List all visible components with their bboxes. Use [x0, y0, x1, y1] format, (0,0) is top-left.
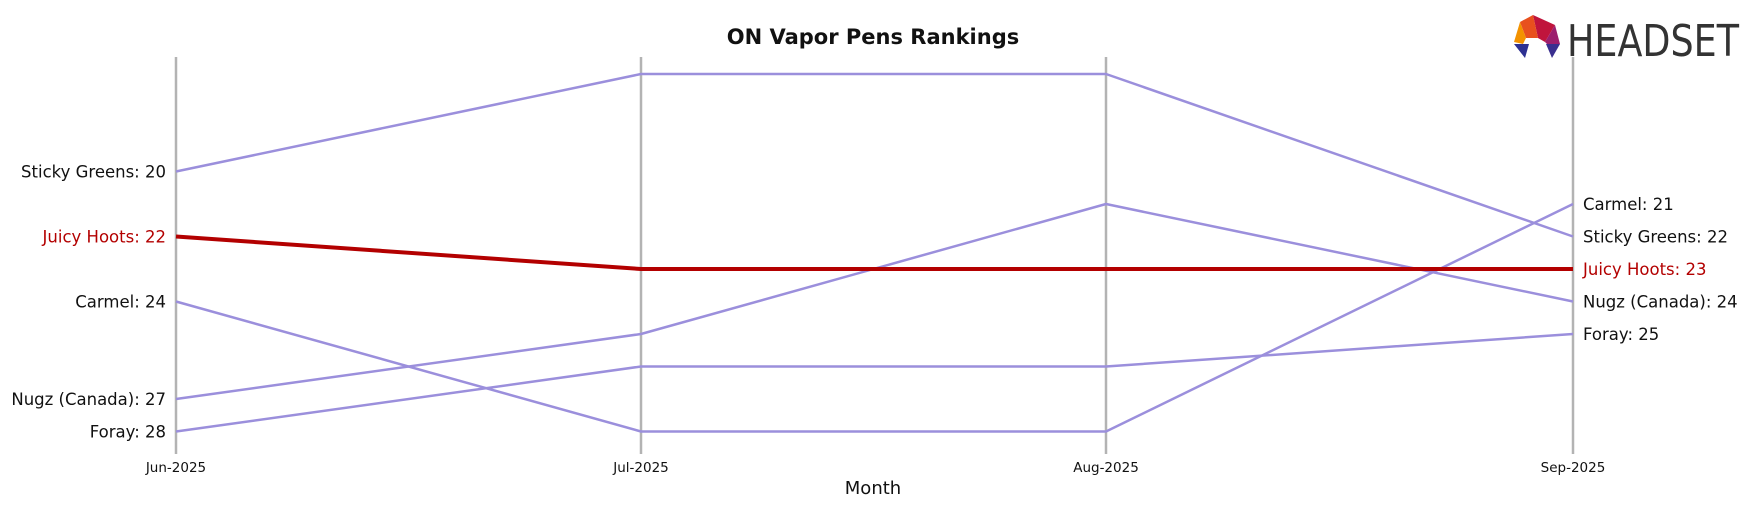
logo-segment-bottom-left — [1514, 44, 1529, 58]
headset-logo: HEADSET — [1514, 15, 1739, 67]
headset-logo-mark — [1514, 15, 1560, 58]
headset-logo-text: HEADSET — [1567, 16, 1739, 67]
start-label-nugz-canada: Nugz (Canada): 27 — [11, 390, 166, 409]
series-line-carmel — [175, 202, 1574, 433]
logo-segment-top — [1533, 15, 1555, 42]
x-tick-jun-2025: Jun-2025 — [145, 460, 206, 476]
logo-segment-bottom-right — [1546, 44, 1560, 58]
series-labels: Sticky Greens: 20 Sticky Greens: 22 Carmel… — [11, 163, 1737, 442]
end-label-carmel: Carmel: 21 — [1583, 195, 1674, 214]
month-axes: Jun-2025 Jul-2025 Aug-2025 Sep-2025 — [145, 57, 1606, 476]
series-line-nugz-canada — [175, 202, 1574, 401]
start-label-sticky-greens: Sticky Greens: 20 — [21, 163, 166, 182]
end-label-foray: Foray: 25 — [1583, 325, 1659, 344]
start-label-carmel: Carmel: 24 — [75, 293, 166, 312]
logo-segment-right — [1545, 25, 1560, 45]
start-label-foray: Foray: 28 — [90, 423, 166, 442]
start-label-juicy-hoots: Juicy Hoots: 22 — [42, 228, 166, 247]
end-label-sticky-greens: Sticky Greens: 22 — [1583, 228, 1728, 247]
x-tick-jul-2025: Jul-2025 — [612, 460, 669, 476]
x-tick-aug-2025: Aug-2025 — [1073, 460, 1139, 476]
series-line-sticky-greens — [175, 72, 1574, 238]
logo-segment-far-left — [1514, 22, 1526, 44]
series-lines — [175, 72, 1574, 433]
x-axis-label: Month — [845, 478, 901, 499]
end-label-nugz-canada: Nugz (Canada): 24 — [1583, 293, 1738, 312]
x-tick-sep-2025: Sep-2025 — [1541, 460, 1606, 476]
series-line-juicy-hoots — [175, 234, 1573, 271]
series-line-foray — [175, 332, 1574, 433]
logo-segment-left — [1520, 15, 1538, 38]
end-label-juicy-hoots: Juicy Hoots: 23 — [1582, 260, 1706, 279]
chart-title: ON Vapor Pens Rankings — [727, 25, 1019, 49]
